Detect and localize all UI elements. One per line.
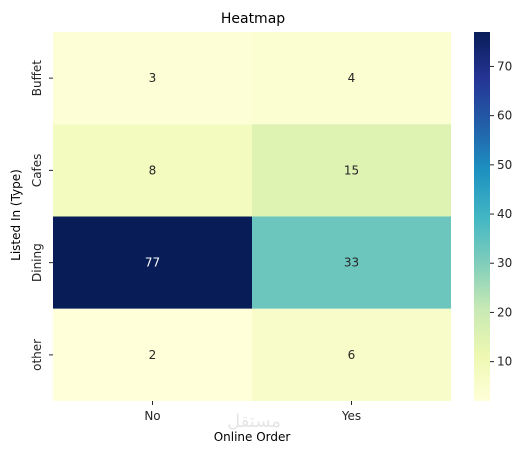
colorbar-tick-label: 20 — [497, 305, 512, 319]
colorbar-tick-label: 40 — [497, 207, 512, 221]
watermark: مستقل — [227, 411, 281, 432]
colorbar — [474, 32, 490, 401]
heatmap-cell — [53, 124, 252, 217]
y-tick-label: Cafes — [30, 154, 44, 188]
x-axis-ticks: No Yes — [144, 401, 361, 423]
x-tick-label: Yes — [341, 409, 361, 423]
cell-value-label: 3 — [149, 71, 157, 85]
cell-value-label: 8 — [149, 163, 157, 177]
x-tick-label: No — [144, 409, 160, 423]
cell-value-label: 4 — [348, 71, 356, 85]
heatmap-cell — [53, 308, 252, 401]
cell-value-label: 2 — [149, 348, 157, 362]
heatmap-cell — [252, 124, 451, 217]
cell-value-label: 33 — [344, 256, 359, 270]
heatmap-cell — [252, 32, 451, 125]
y-tick-label: Buffet — [30, 60, 44, 96]
heatmap-cells: 3 4 8 15 77 33 2 6 — [53, 32, 451, 401]
heatmap-cell — [53, 32, 252, 125]
y-axis-ticks: Buffet Cafes Dining other — [30, 60, 53, 371]
cell-value-label: 15 — [344, 163, 359, 177]
colorbar-tick-label: 10 — [497, 355, 512, 369]
colorbar-tick-label: 70 — [497, 59, 512, 73]
heatmap-cell — [53, 216, 252, 309]
heatmap-cell — [252, 216, 451, 309]
cell-value-label: 77 — [145, 256, 160, 270]
colorbar-tick-label: 30 — [497, 256, 512, 270]
y-tick-label: Dining — [30, 243, 44, 282]
x-axis-label: Online Order — [214, 430, 291, 444]
colorbar-ticks: 10 20 30 40 50 60 70 — [490, 59, 512, 369]
cell-value-label: 6 — [348, 348, 356, 362]
colorbar-tick-label: 50 — [497, 158, 512, 172]
chart-title: Heatmap — [221, 11, 285, 27]
heatmap-cell — [252, 308, 451, 401]
y-axis-label: Listed In (Type) — [9, 169, 23, 261]
colorbar-tick-label: 60 — [497, 109, 512, 123]
y-tick-label: other — [30, 339, 44, 371]
